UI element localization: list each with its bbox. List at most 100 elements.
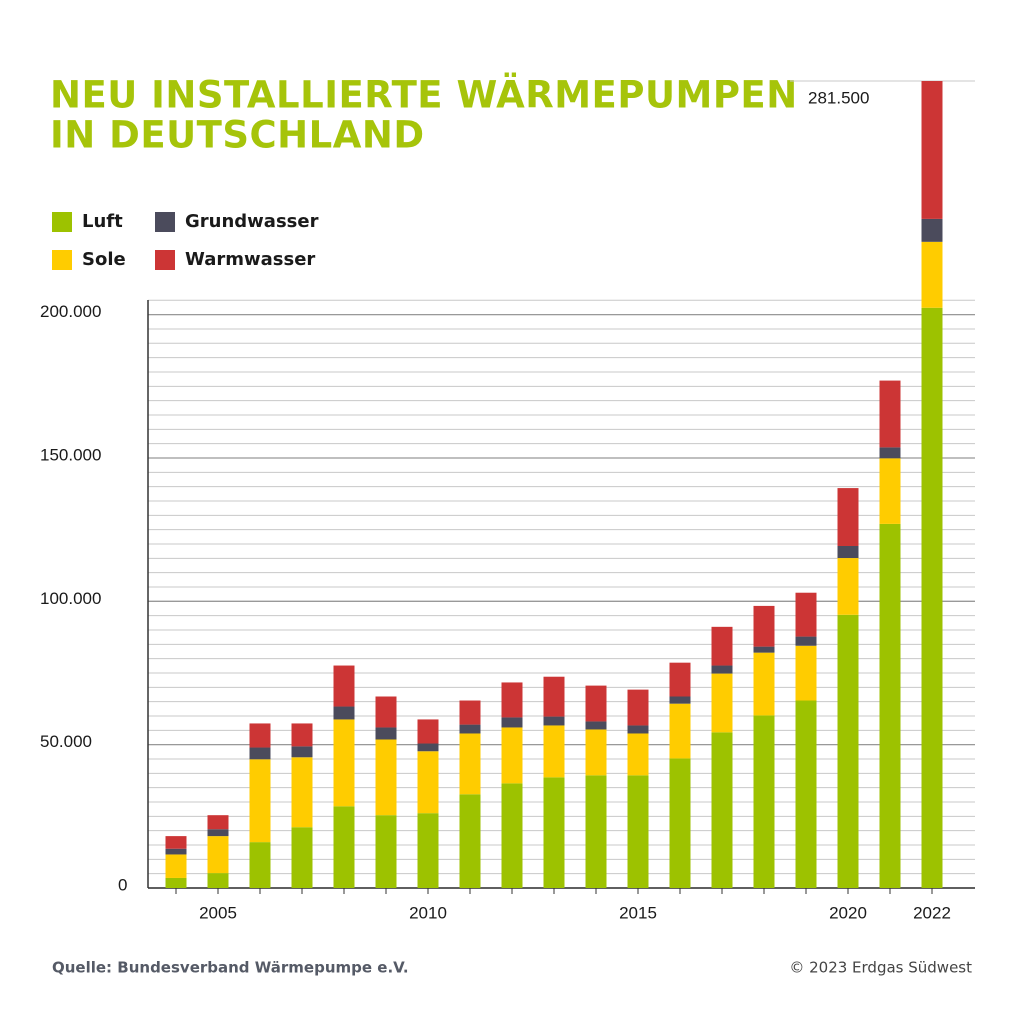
legend-label: Grundwasser bbox=[185, 211, 319, 232]
bar-segment bbox=[585, 685, 607, 722]
bar-segment bbox=[543, 716, 565, 726]
bar-segment bbox=[921, 81, 943, 219]
bar-segment bbox=[417, 751, 439, 814]
chart-title: IN DEUTSCHLAND bbox=[50, 114, 425, 157]
y-tick-label: 200.000 bbox=[40, 302, 101, 321]
legend-label: Luft bbox=[82, 211, 123, 232]
bar-segment bbox=[249, 842, 271, 888]
bar-segment bbox=[165, 854, 187, 878]
bar-segment bbox=[753, 605, 775, 647]
chart-title: NEU INSTALLIERTE WÄRMEPUMPEN bbox=[50, 73, 798, 117]
bar-segment bbox=[837, 558, 859, 615]
x-tick-label: 2020 bbox=[829, 903, 867, 922]
y-tick-label: 100.000 bbox=[40, 589, 101, 608]
bar-segment bbox=[921, 307, 943, 888]
bar-segment bbox=[375, 696, 397, 728]
bar-segment bbox=[417, 719, 439, 744]
total-label: 281.500 bbox=[808, 88, 869, 107]
bar-segment bbox=[753, 715, 775, 888]
bar-segment bbox=[291, 757, 313, 828]
bar-segment bbox=[543, 676, 565, 717]
bar-segment bbox=[627, 689, 649, 726]
bar-segment bbox=[333, 806, 355, 888]
bar-segment bbox=[333, 719, 355, 807]
bar-segment bbox=[207, 829, 229, 837]
bar-segment bbox=[711, 673, 733, 733]
x-tick-label: 2015 bbox=[619, 903, 657, 922]
bar-segment bbox=[207, 836, 229, 874]
bar-segment bbox=[795, 645, 817, 701]
bar-segment bbox=[669, 696, 691, 704]
bar-segment bbox=[543, 725, 565, 778]
bar-segment bbox=[165, 848, 187, 855]
bar-segment bbox=[459, 724, 481, 734]
y-tick-label: 50.000 bbox=[40, 732, 92, 751]
bar-segment bbox=[501, 717, 523, 728]
bar-segment bbox=[795, 592, 817, 637]
bar-segment bbox=[291, 746, 313, 758]
bar-segment bbox=[627, 725, 649, 734]
bar-segment bbox=[501, 682, 523, 718]
source: Quelle: Bundesverband Wärmepumpe e.V. bbox=[52, 959, 409, 977]
bar-segment bbox=[207, 815, 229, 830]
bar-segment bbox=[249, 723, 271, 748]
bar-segment bbox=[165, 836, 187, 849]
bar-segment bbox=[585, 729, 607, 776]
bar-segment bbox=[795, 700, 817, 888]
bar-segment bbox=[375, 727, 397, 740]
copyright: © 2023 Erdgas Südwest bbox=[789, 959, 972, 977]
bar-segment bbox=[837, 488, 859, 546]
bar-segment bbox=[165, 877, 187, 888]
legend-swatch bbox=[52, 212, 72, 232]
y-tick-label: 0 bbox=[118, 875, 127, 894]
legend-swatch bbox=[155, 250, 175, 270]
bar-segment bbox=[711, 665, 733, 674]
bar-segment bbox=[207, 873, 229, 888]
bar-segment bbox=[333, 706, 355, 720]
x-tick-label: 2005 bbox=[199, 903, 237, 922]
bar-segment bbox=[291, 827, 313, 888]
bar-segment bbox=[459, 733, 481, 795]
bar-segment bbox=[711, 732, 733, 888]
bar-segment bbox=[627, 733, 649, 776]
bar-segment bbox=[879, 523, 901, 888]
bar-segment bbox=[417, 813, 439, 888]
bar-segment bbox=[753, 646, 775, 653]
bar-segment bbox=[249, 759, 271, 843]
bar-segment bbox=[291, 723, 313, 747]
bar-segment bbox=[585, 721, 607, 730]
bar-segment bbox=[501, 727, 523, 784]
bar-segment bbox=[417, 743, 439, 752]
bar-segment bbox=[669, 758, 691, 888]
bar-segment bbox=[459, 700, 481, 725]
bar-segment bbox=[459, 794, 481, 888]
x-tick-label: 2010 bbox=[409, 903, 447, 922]
bar-segment bbox=[711, 626, 733, 666]
bar-segment bbox=[837, 545, 859, 559]
x-tick-label: 2022 bbox=[913, 903, 951, 922]
legend-label: Warmwasser bbox=[185, 249, 315, 270]
bar-segment bbox=[375, 739, 397, 816]
bar-segment bbox=[627, 775, 649, 888]
bar-segment bbox=[837, 614, 859, 888]
bar-segment bbox=[669, 662, 691, 697]
bar-segment bbox=[501, 783, 523, 888]
bar-segment bbox=[879, 447, 901, 459]
legend-swatch bbox=[155, 212, 175, 232]
bar-segment bbox=[921, 218, 943, 242]
y-tick-label: 150.000 bbox=[40, 445, 101, 464]
bar-segment bbox=[879, 458, 901, 524]
legend-swatch bbox=[52, 250, 72, 270]
bar-segment bbox=[249, 747, 271, 760]
bar-segment bbox=[795, 636, 817, 646]
bar-segment bbox=[333, 665, 355, 707]
bar-segment bbox=[375, 815, 397, 888]
bar-segment bbox=[879, 380, 901, 448]
bar-segment bbox=[543, 777, 565, 888]
bar-segment bbox=[921, 241, 943, 308]
bar-segment bbox=[753, 652, 775, 716]
bar-segment bbox=[585, 775, 607, 888]
bar-segment bbox=[669, 703, 691, 759]
legend-label: Sole bbox=[82, 249, 126, 270]
